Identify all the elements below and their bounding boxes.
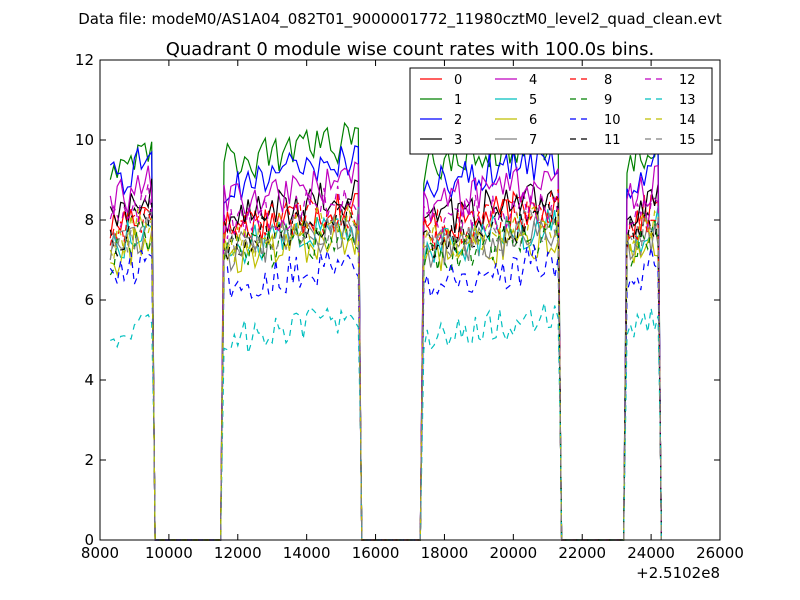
y-tick-label: 6: [84, 291, 94, 309]
series-line-4: [109, 161, 662, 541]
legend-label-13: 13: [679, 93, 696, 108]
legend-label-5: 5: [529, 93, 537, 108]
legend-label-6: 6: [529, 113, 537, 128]
legend-box: [409, 67, 713, 155]
x-offset-label: +2.5102e8: [636, 564, 720, 582]
legend-label-1: 1: [454, 93, 462, 108]
series-line-0: [109, 190, 662, 541]
series-line-11: [109, 198, 662, 541]
series-line-13: [110, 302, 662, 541]
x-tick-label: 26000: [696, 544, 744, 562]
series-line-12: [109, 183, 662, 541]
x-tick-label: 14000: [283, 544, 331, 562]
legend-label-14: 14: [679, 113, 696, 128]
series-line-8: [109, 189, 662, 541]
y-tick-label: 12: [75, 51, 94, 69]
series-line-7: [109, 208, 662, 541]
x-tick-label: 10000: [145, 544, 193, 562]
y-tick-label: 0: [84, 531, 94, 549]
x-tick-label: 12000: [214, 544, 262, 562]
x-tick-label: 8000: [81, 544, 119, 562]
series-line-15: [109, 207, 662, 541]
legend-label-3: 3: [454, 133, 462, 148]
x-tick-label: 16000: [352, 544, 400, 562]
figure-suptitle: Data file: modeM0/AS1A04_082T01_90000017…: [78, 10, 722, 29]
legend-label-8: 8: [604, 73, 612, 88]
y-tick-label: 2: [84, 451, 94, 469]
series-line-14: [109, 205, 662, 541]
x-tick-label: 22000: [558, 544, 606, 562]
series-line-9: [109, 215, 662, 541]
axis-ticks: 8000 10000 12000 14000 16000 18000 20000 22000 2…: [75, 51, 744, 562]
legend-label-11: 11: [604, 133, 621, 148]
legend-label-10: 10: [604, 113, 621, 128]
legend-label-7: 7: [529, 133, 537, 148]
chart-title: Quadrant 0 module wise count rates with …: [166, 39, 655, 60]
legend-label-15: 15: [679, 133, 696, 148]
legend-label-12: 12: [679, 73, 696, 88]
series-line-10: [109, 244, 662, 541]
legend-label-2: 2: [454, 113, 462, 128]
legend-label-4: 4: [529, 73, 537, 88]
series-line-6: [110, 217, 662, 541]
series-line-1: [109, 121, 662, 541]
x-tick-label: 24000: [627, 544, 675, 562]
y-tick-label: 4: [84, 371, 94, 389]
x-tick-label: 18000: [421, 544, 469, 562]
legend-label-9: 9: [604, 93, 612, 108]
legend-label-0: 0: [454, 73, 462, 88]
series-line-5: [109, 206, 662, 541]
series-line-3: [109, 178, 662, 541]
series-layer: [109, 121, 662, 541]
y-tick-label: 8: [84, 211, 94, 229]
series-line-2: [109, 145, 662, 541]
x-tick-label: 20000: [489, 544, 537, 562]
y-tick-label: 10: [75, 131, 94, 149]
